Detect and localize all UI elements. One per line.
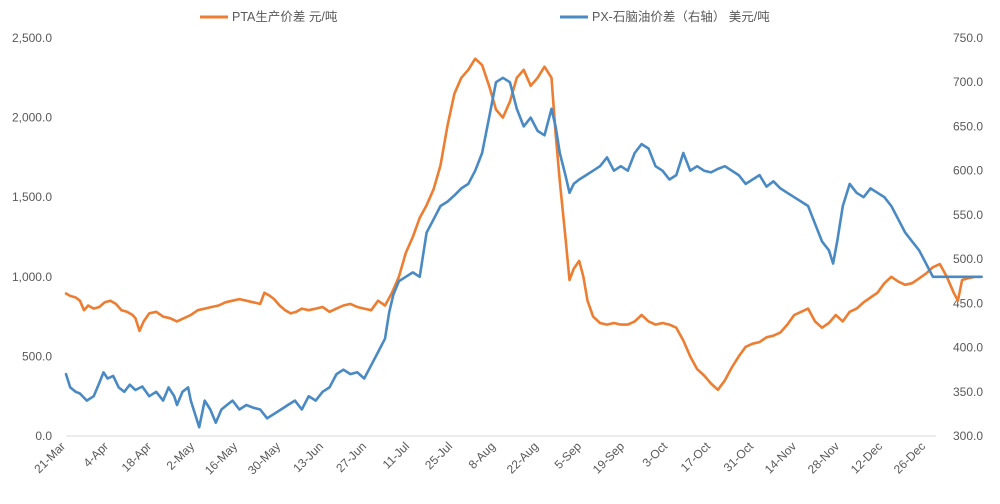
x-tick-label: 22-Aug — [504, 439, 541, 476]
y-right-tick-label: 550.0 — [953, 208, 983, 222]
x-tick-label: 13-Jun — [290, 439, 326, 475]
y-right-tick-label: 350.0 — [953, 385, 983, 399]
y-left-tick-label: 2,000.0 — [12, 111, 52, 125]
x-tick-label: 4-Apr — [80, 439, 111, 470]
x-tick-label: 5-Sep — [552, 439, 585, 472]
x-tick-label: 26-Dec — [891, 439, 928, 476]
y-left-tick-label: 500.0 — [22, 349, 52, 363]
y-right-tick-label: 500.0 — [953, 252, 983, 266]
y-right-tick-label: 650.0 — [953, 119, 983, 133]
series-line-pta — [64, 57, 983, 392]
x-tick-label: 19-Sep — [590, 439, 627, 476]
x-tick-label: 8-Aug — [466, 439, 499, 472]
x-tick-label: 28-Nov — [805, 439, 842, 476]
x-tick-label: 12-Dec — [848, 439, 885, 476]
y-left-tick-label: 1,000.0 — [12, 270, 52, 284]
y-left-tick-label: 1,500.0 — [12, 190, 52, 204]
x-tick-label: 18-Apr — [119, 439, 154, 474]
y-right-tick-label: 300.0 — [953, 429, 983, 443]
x-tick-label: 21-Mar — [31, 439, 68, 476]
y-right-tick-label: 750.0 — [953, 31, 983, 45]
x-tick-label: 27-Jun — [333, 439, 369, 475]
x-tick-label: 17-Oct — [678, 439, 714, 475]
x-tick-label: 3-Oct — [639, 439, 670, 470]
x-tick-label: 16-May — [202, 439, 240, 477]
legend-label-px: PX-石脑油价差（右轴） 美元/吨 — [592, 9, 770, 24]
legend: PTA生产价差 元/吨 PX-石脑油价差（右轴） 美元/吨 — [200, 9, 770, 24]
y-right-tick-label: 400.0 — [953, 341, 983, 355]
y-right-tick-label: 600.0 — [953, 164, 983, 178]
series-line-px — [64, 76, 983, 429]
y-left-tick-label: 0.0 — [35, 429, 52, 443]
y-axis-left: 0.0 500.0 1,000.0 1,500.0 2,000.0 2,500.0 — [12, 31, 52, 443]
x-tick-label: 31-Oct — [721, 439, 757, 475]
y-left-tick-label: 2,500.0 — [12, 31, 52, 45]
x-tick-label: 30-May — [245, 439, 283, 477]
x-tick-label: 11-Jul — [380, 439, 412, 471]
x-tick-label: 14-Nov — [762, 439, 799, 476]
x-tick-label: 2-May — [164, 439, 197, 472]
legend-label-pta: PTA生产价差 元/吨 — [232, 10, 338, 24]
series-layer — [64, 57, 983, 429]
y-axis-right: 300.0 350.0 400.0 450.0 500.0 550.0 600.0 650.0… — [953, 31, 983, 443]
y-right-tick-label: 450.0 — [953, 296, 983, 310]
x-tick-label: 25-Jul — [422, 439, 455, 472]
x-axis: 21-Mar 4-Apr 18-Apr 2-May 16-May 30-May 13-Jun… — [31, 439, 928, 478]
y-right-tick-label: 700.0 — [953, 75, 983, 89]
